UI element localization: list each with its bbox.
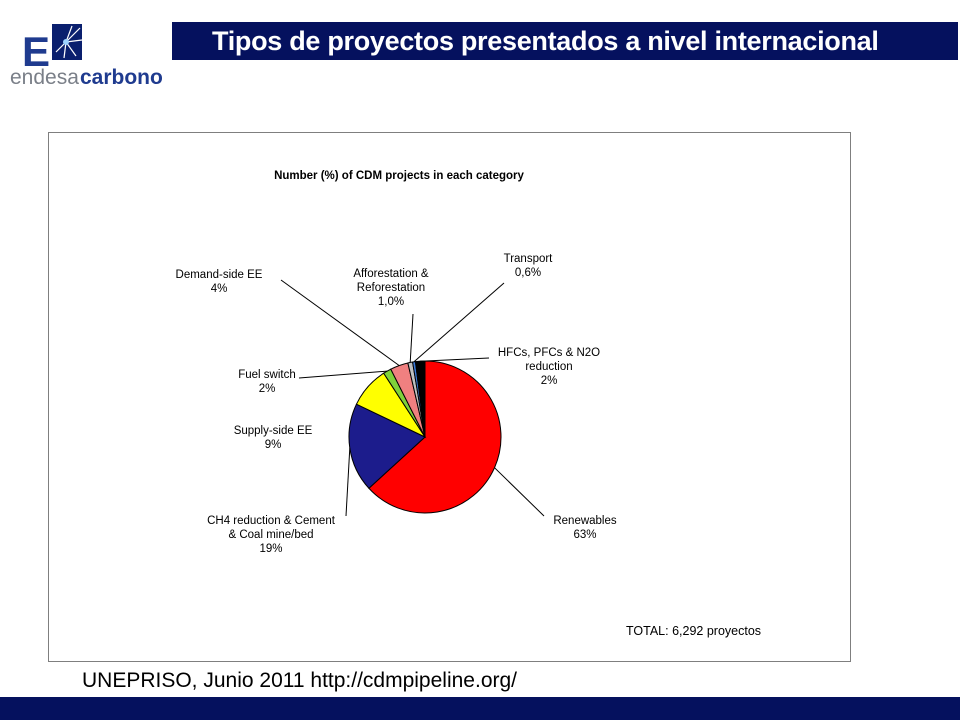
logo-word-carbono: carbono <box>80 66 163 89</box>
source-citation: UNEPRISO, Junio 2011 http://cdmpipeline.… <box>82 669 518 692</box>
title-bar: Tipos de proyectos presentados a nivel i… <box>172 22 958 60</box>
leader-line-transport <box>413 282 505 363</box>
slice-label-fuel-switch: Fuel switch 2% <box>238 369 296 395</box>
slice-label-renewables: Renewables 63% <box>553 515 617 541</box>
pie-chart: Number (%) of CDM projects in each categ… <box>176 170 762 638</box>
endesa-carbono-logo: E endesa carbono <box>10 24 163 89</box>
logo-star-icon <box>52 24 83 60</box>
leader-line-afforestation <box>409 313 414 363</box>
slice-label-afforestation: Afforestation & Reforestation 1,0% <box>353 268 429 308</box>
leader-line-ch4 <box>345 448 351 517</box>
chart-title: Number (%) of CDM projects in each categ… <box>274 170 524 182</box>
leader-line-demand-ee <box>280 279 400 366</box>
slice-label-transport: Transport 0,6% <box>504 253 554 279</box>
chart-container: Number (%) of CDM projects in each categ… <box>48 132 851 662</box>
leader-line-hfcs <box>420 357 490 362</box>
slice-label-supply-ee: Supply-side EE 9% <box>234 425 313 451</box>
leader-line-fuel-switch <box>298 370 388 379</box>
page-title: Tipos de proyectos presentados a nivel i… <box>212 26 879 56</box>
logo-letter: E <box>22 28 50 75</box>
logo-word-endesa: endesa <box>10 66 79 89</box>
footer-bar <box>0 697 960 720</box>
slice-label-ch4: CH4 reduction & Cement & Coal mine/bed 19% <box>207 515 336 555</box>
slice-label-hfcs: HFCs, PFCs & N2O reduction 2% <box>498 347 600 387</box>
slice-label-demand-ee: Demand-side EE 4% <box>176 269 263 295</box>
leader-line-renewables <box>494 467 545 517</box>
total-note: TOTAL: 6,292 proyectos <box>626 624 761 638</box>
